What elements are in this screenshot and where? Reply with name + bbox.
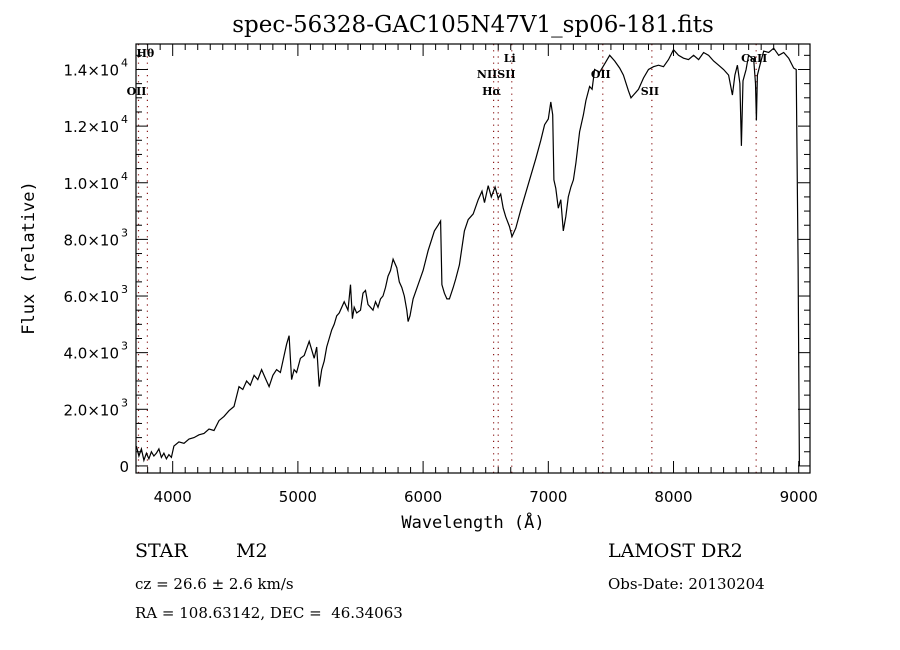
x-tick-label: 9000 [780, 488, 818, 506]
x-axis-ticks: 4000 5000 6000 7000 8000 9000 [147, 44, 818, 506]
y-axis-label: Flux (relative) [19, 181, 39, 335]
y-tick-label: 1.2×10 [63, 118, 119, 136]
spectral-line-label: Hα [482, 85, 501, 98]
x-tick-label: 5000 [279, 488, 317, 506]
y-tick-exponent: 3 [121, 283, 128, 296]
y-tick-label: 1.0×10 [63, 175, 119, 193]
y-tick-mantissa: 8.0×10 [63, 231, 119, 249]
chart-title: spec-56328-GAC105N47V1_sp06-181.fits [232, 12, 714, 38]
y-tick-label: 2.0×10 [63, 401, 119, 419]
x-tick-label: 8000 [654, 488, 692, 506]
x-tick-label: 7000 [529, 488, 567, 506]
y-tick-mantissa: 2.0×10 [63, 401, 119, 419]
observation-date: Obs-Date: 20130204 [608, 575, 765, 593]
y-tick-mantissa: 0 [119, 458, 129, 476]
y-tick-mantissa: 4.0×10 [63, 345, 119, 363]
y-tick-mantissa: 1.2×10 [63, 118, 119, 136]
series-layer [135, 47, 801, 466]
spectral-line-label: Hθ [137, 47, 155, 60]
spectrum-line [135, 47, 801, 466]
spectral-line-label: Li [504, 52, 516, 65]
ra-dec-coordinates: RA = 108.63142, DEC = 46.34063 [135, 604, 403, 622]
axes [135, 43, 811, 474]
x-tick-label: 4000 [154, 488, 192, 506]
spectral-line-label: SII [641, 85, 659, 98]
y-tick-label: 4.0×10 [63, 345, 119, 363]
y-tick-exponent: 3 [121, 226, 128, 239]
redshift-cz: cz = 26.6 ± 2.6 km/s [135, 575, 294, 593]
y-tick-exponent: 3 [121, 340, 128, 353]
y-tick-exponent: 3 [121, 396, 128, 409]
y-tick-label: 1.4×10 [63, 61, 119, 79]
y-tick-exponent: 4 [121, 56, 128, 69]
y-tick-mantissa: 1.0×10 [63, 175, 119, 193]
spectral-line-label: NIISII [477, 68, 516, 81]
y-tick-label: 8.0×10 [63, 231, 119, 249]
object-subclass: M2 [236, 540, 268, 562]
plot-frame [135, 43, 811, 474]
x-tick-label: 6000 [404, 488, 442, 506]
survey-name: LAMOST DR2 [608, 540, 743, 562]
y-axis-ticks: 02.0×10 34.0×10 36.0×10 38.0×10 31.0×10 41.2×… [63, 54, 810, 476]
x-axis-label: Wavelength (Å) [401, 511, 544, 533]
object-class: STAR [135, 540, 188, 562]
y-tick-exponent: 4 [121, 170, 128, 183]
y-tick-label: 0 [119, 458, 129, 476]
y-tick-exponent: 4 [121, 113, 128, 126]
y-tick-mantissa: 1.4×10 [63, 61, 119, 79]
y-tick-label: 6.0×10 [63, 288, 119, 306]
spectral-line-label: OII [591, 68, 611, 81]
y-tick-mantissa: 6.0×10 [63, 288, 119, 306]
